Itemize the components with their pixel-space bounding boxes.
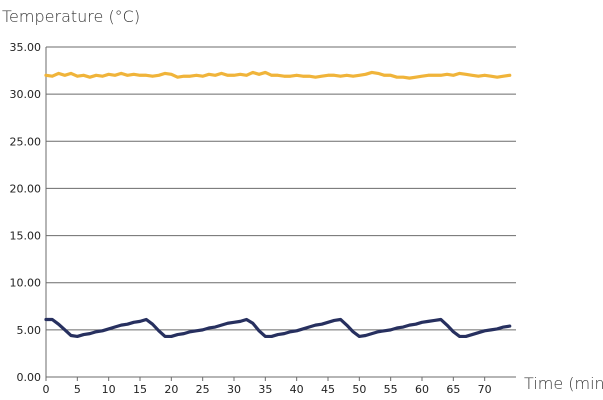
lower-temperature-series-line: [44, 317, 512, 339]
x-axis-ticks: 0 5 10 15 20 25 30 35 40 45 50 55 60 65 70: [43, 377, 492, 396]
y-tick-label: 15.00: [10, 230, 42, 243]
y-tick-label: 0.00: [17, 371, 42, 384]
x-tick-label: 15: [133, 383, 147, 396]
x-tick-label: 45: [321, 383, 335, 396]
x-tick-label: 50: [352, 383, 366, 396]
x-tick-label: 35: [258, 383, 272, 396]
x-tick-label: 40: [290, 383, 304, 396]
y-tick-label: 25.00: [10, 135, 42, 148]
x-tick-label: 70: [478, 383, 492, 396]
x-tick-label: 25: [196, 383, 210, 396]
x-tick-label: 20: [164, 383, 178, 396]
grid-layer: [45, 46, 516, 378]
x-tick-label: 30: [227, 383, 241, 396]
series-layer: [44, 70, 512, 339]
x-tick-label: 60: [415, 383, 429, 396]
x-tick-label: 10: [102, 383, 116, 396]
x-tick-label: 0: [43, 383, 50, 396]
x-tick-label: 5: [74, 383, 81, 396]
y-axis-ticks: 0.00 5.00 10.00 15.00 20.00 25.00 30.00 35.00: [10, 41, 42, 384]
y-tick-label: 10.00: [10, 277, 42, 290]
y-tick-label: 30.00: [10, 88, 42, 101]
upper-temperature-series-line: [44, 70, 512, 80]
x-tick-label: 55: [384, 383, 398, 396]
y-tick-label: 20.00: [10, 182, 42, 195]
y-tick-label: 5.00: [17, 324, 42, 337]
x-tick-label: 65: [446, 383, 460, 396]
y-axis-title: Temperature (°C): [2, 7, 140, 26]
y-tick-label: 35.00: [10, 41, 42, 54]
x-axis-title: Time (min): [524, 374, 603, 393]
